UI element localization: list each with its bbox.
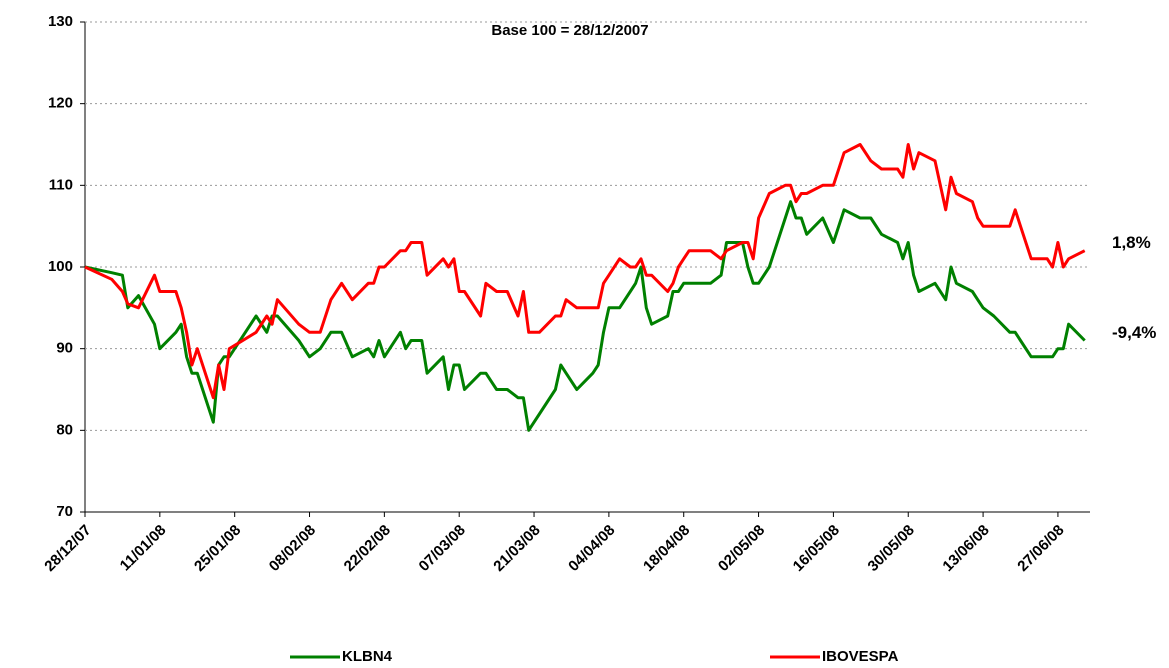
end-label: -9,4%	[1112, 323, 1156, 342]
x-tick-label: 04/04/08	[565, 522, 618, 575]
y-tick-label: 90	[56, 340, 73, 357]
legend-label: IBOVESPA	[822, 648, 899, 665]
x-tick-label: 11/01/08	[117, 522, 170, 575]
x-tick-label: 22/02/08	[341, 522, 394, 575]
x-tick-label: 21/03/08	[490, 522, 543, 575]
legend-label: KLBN4	[342, 648, 393, 665]
chart-title: Base 100 = 28/12/2007	[491, 22, 648, 39]
y-tick-label: 80	[56, 421, 73, 438]
x-tick-label: 13/06/08	[939, 522, 992, 575]
end-label: 1,8%	[1112, 233, 1151, 252]
x-tick-label: 02/05/08	[715, 522, 768, 575]
line-series	[84, 200, 1086, 432]
y-tick-label: 130	[48, 13, 73, 30]
x-tick-label: 07/03/08	[416, 522, 469, 575]
x-tick-label: 18/04/08	[640, 522, 693, 575]
line-series	[84, 143, 1086, 400]
y-tick-label: 70	[56, 503, 73, 520]
x-tick-label: 27/06/08	[1014, 522, 1067, 575]
y-tick-label: 110	[49, 176, 73, 193]
x-tick-label: 08/02/08	[266, 522, 319, 575]
y-tick-label: 120	[48, 95, 73, 112]
x-tick-label: 16/05/08	[790, 522, 843, 575]
x-tick-label: 30/05/08	[865, 522, 918, 575]
x-tick-label: 28/12/07	[41, 522, 94, 575]
y-tick-label: 100	[48, 258, 73, 275]
x-tick-label: 25/01/08	[191, 522, 244, 575]
